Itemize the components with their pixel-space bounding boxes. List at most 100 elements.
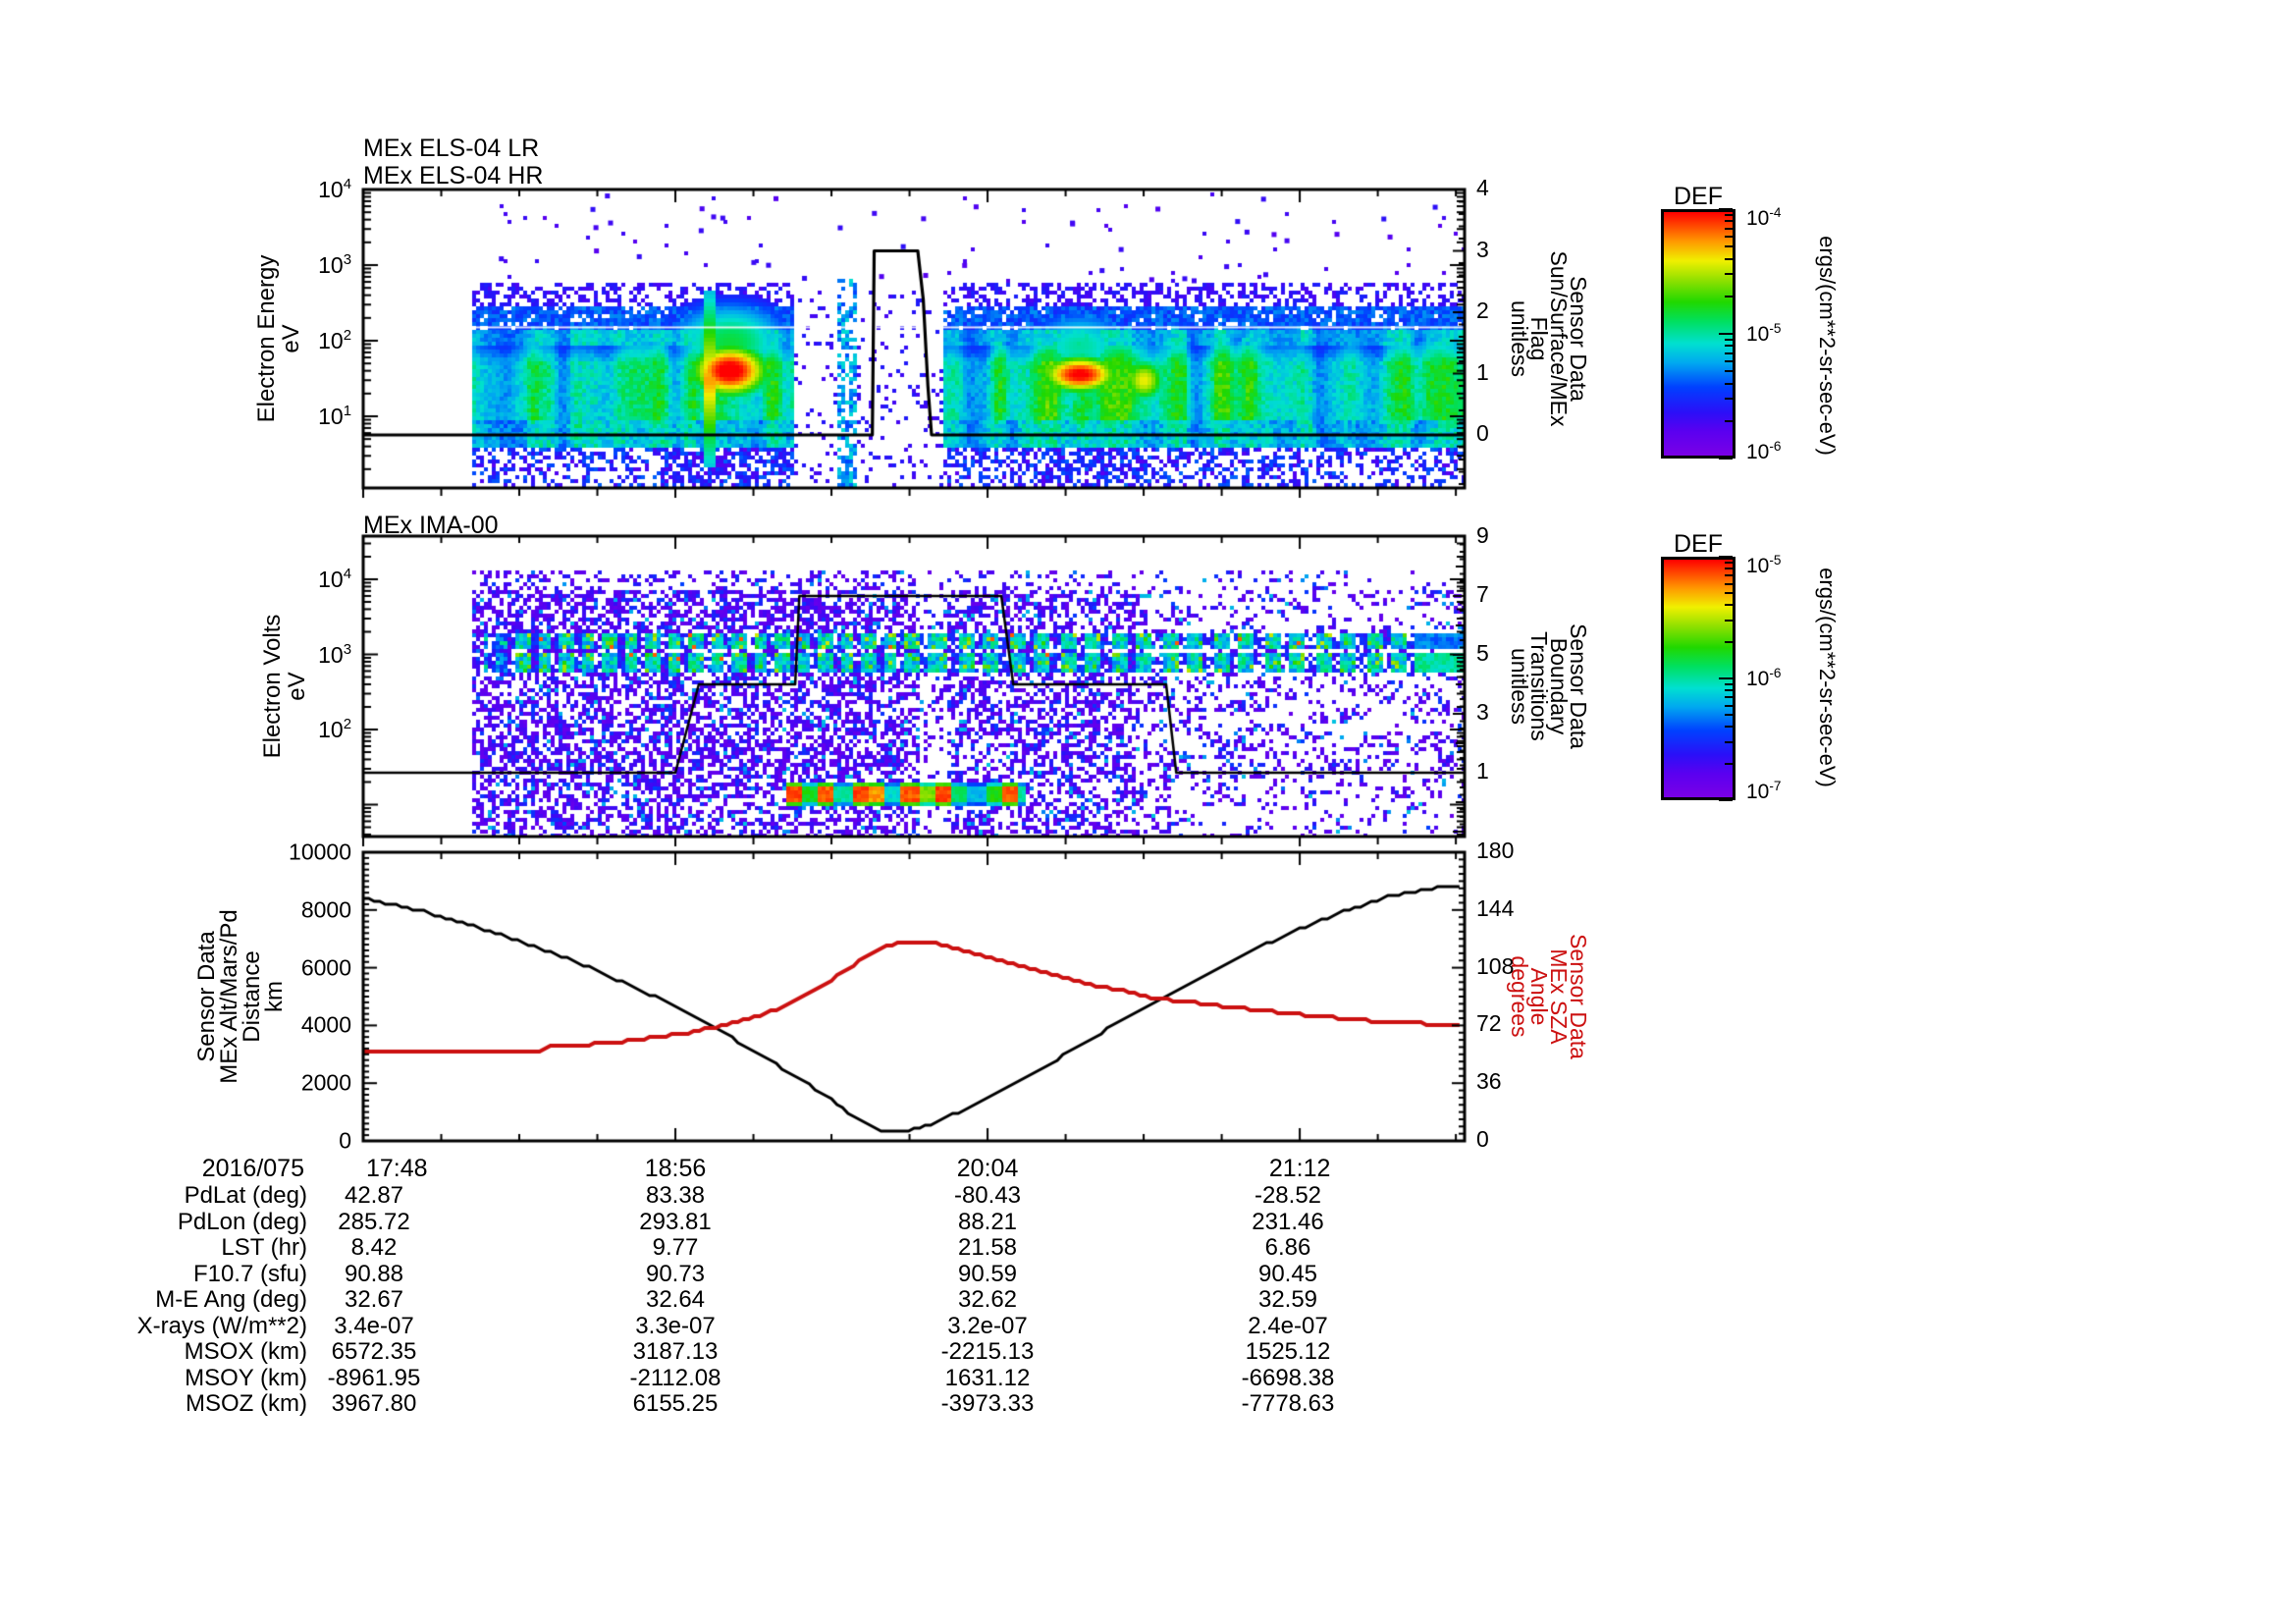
table-cell: 32.67 <box>344 1286 404 1313</box>
cb-tick <box>1725 398 1733 401</box>
y-tick-label: 104 <box>318 566 351 592</box>
cb-tick <box>1725 213 1733 216</box>
y-tick-label: 0 <box>339 1127 351 1154</box>
cb-tick <box>1725 582 1733 585</box>
colorbar2-units: ergs/(cm**2-sr-sec-eV) <box>1815 568 1840 787</box>
colorbar2-title: DEF <box>1674 530 1723 558</box>
table-cell: 32.59 <box>1257 1286 1318 1313</box>
table-cell: 90.45 <box>1257 1260 1318 1287</box>
table-cell: -6698.38 <box>1241 1364 1335 1391</box>
table-cell: -8961.95 <box>327 1364 421 1391</box>
ima-right-axis-label: Sensor Data Boundary Transitions unitles… <box>1507 623 1591 749</box>
right-tick-label: 3 <box>1476 236 1489 262</box>
cb-tick <box>1725 604 1733 607</box>
table-row-label: MSOY (km) <box>185 1364 307 1391</box>
table-row-label: MSOX (km) <box>184 1338 307 1365</box>
table-row-label: M-E Ang (deg) <box>155 1286 307 1313</box>
cb-tick <box>1725 236 1733 239</box>
table-cell: 21.58 <box>957 1234 1018 1261</box>
table-cell: 88.21 <box>957 1208 1018 1235</box>
cb-tick-label: 10-6 <box>1746 439 1782 463</box>
table-cell: -7778.63 <box>1241 1390 1335 1417</box>
cb-tick <box>1725 704 1733 707</box>
table-cell: 3967.80 <box>331 1390 417 1417</box>
table-cell: 9.77 <box>652 1234 699 1261</box>
cb-tick <box>1725 714 1733 717</box>
right-tick-label: 2 <box>1476 298 1489 324</box>
date-label: 2016/075 <box>201 1155 304 1182</box>
table-row-label: PdLat (deg) <box>184 1182 307 1209</box>
table-cell: 1631.12 <box>944 1364 1031 1391</box>
cb-tick <box>1725 574 1733 577</box>
y-tick-label: 103 <box>318 251 351 278</box>
table-cell: 3.3e-07 <box>635 1312 716 1339</box>
els-panel-title: MEx ELS-04 LR MEx ELS-04 HR <box>363 135 543 189</box>
ima-y-axis-label-line1: Electron Volts <box>259 614 286 759</box>
y-tick-label: 10000 <box>289 839 351 865</box>
cb-tick <box>1725 345 1733 348</box>
cb-tick-label: 10-5 <box>1746 553 1782 577</box>
y-tick-label: 101 <box>318 403 351 429</box>
ima-right-label-line3: Transitions <box>1526 631 1552 741</box>
right-tick-label: 0 <box>1476 420 1489 447</box>
sza-right-axis-label: Sensor Data MEx SZA Angle degrees <box>1507 934 1591 1059</box>
distance-y-axis-label: Sensor Data MEx Alt/Mars/Pd Distance km <box>193 909 288 1083</box>
cb-tick-label: 10-6 <box>1746 666 1782 690</box>
table-row-label: PdLon (deg) <box>177 1208 307 1235</box>
table-cell: 42.87 <box>344 1182 404 1209</box>
cb-tick <box>1725 273 1733 276</box>
y-tick-label: 6000 <box>300 954 351 981</box>
cb-tick <box>1719 208 1733 210</box>
cb-tick <box>1725 696 1733 699</box>
cb-tick <box>1725 382 1733 385</box>
x-tick-label: 17:48 <box>366 1155 428 1182</box>
table-cell: 285.72 <box>338 1208 410 1235</box>
x-tick-label: 18:56 <box>644 1155 707 1182</box>
right-tick-label: 5 <box>1476 640 1489 667</box>
table-row-label: X-rays (W/m**2) <box>136 1312 307 1339</box>
table-cell: 2.4e-07 <box>1248 1312 1328 1339</box>
ima-right-label-line2: Boundary <box>1546 637 1572 735</box>
right-tick-label: 0 <box>1476 1126 1489 1153</box>
x-tick-label: 21:12 <box>1268 1155 1331 1182</box>
ima-y-axis-label: Electron Volts eV <box>259 614 310 759</box>
cb-tick <box>1719 556 1733 558</box>
cb-tick <box>1725 257 1733 260</box>
cb-tick <box>1719 458 1733 460</box>
els-y-axis-label-line2: eV <box>278 324 304 353</box>
els-right-label-line4: unitless <box>1507 300 1532 377</box>
right-tick-label: 180 <box>1476 838 1515 864</box>
table-cell: -2215.13 <box>940 1338 1035 1365</box>
right-tick-label: 1 <box>1476 358 1489 385</box>
cb-tick <box>1725 726 1733 729</box>
table-cell: 6155.25 <box>632 1390 719 1417</box>
y-tick-label: 104 <box>318 176 351 202</box>
cb-tick <box>1719 677 1733 679</box>
table-row-label: MSOZ (km) <box>186 1390 307 1417</box>
table-cell: 90.73 <box>645 1260 706 1287</box>
table-cell: 8.42 <box>350 1234 398 1261</box>
table-cell: 3.2e-07 <box>947 1312 1028 1339</box>
table-cell: 6572.35 <box>331 1338 417 1365</box>
colorbar1-title: DEF <box>1674 183 1723 210</box>
cb-tick <box>1725 360 1733 363</box>
cb-tick <box>1725 592 1733 595</box>
table-row-label: F10.7 (sfu) <box>192 1260 307 1287</box>
cb-tick <box>1725 295 1733 298</box>
table-cell: 83.38 <box>645 1182 706 1209</box>
table-cell: 3.4e-07 <box>334 1312 414 1339</box>
cb-tick <box>1719 333 1733 335</box>
cb-tick <box>1725 561 1733 564</box>
table-cell: 231.46 <box>1252 1208 1324 1235</box>
cb-tick <box>1725 352 1733 354</box>
table-cell: 3187.13 <box>632 1338 719 1365</box>
right-tick-label: 3 <box>1476 699 1489 726</box>
cb-tick <box>1725 220 1733 223</box>
table-row-label: LST (hr) <box>221 1234 307 1261</box>
cb-tick <box>1725 740 1733 743</box>
table-cell: -2112.08 <box>629 1364 721 1391</box>
distance-label-line1: Sensor Data <box>193 931 220 1062</box>
y-tick-label: 2000 <box>300 1069 351 1096</box>
